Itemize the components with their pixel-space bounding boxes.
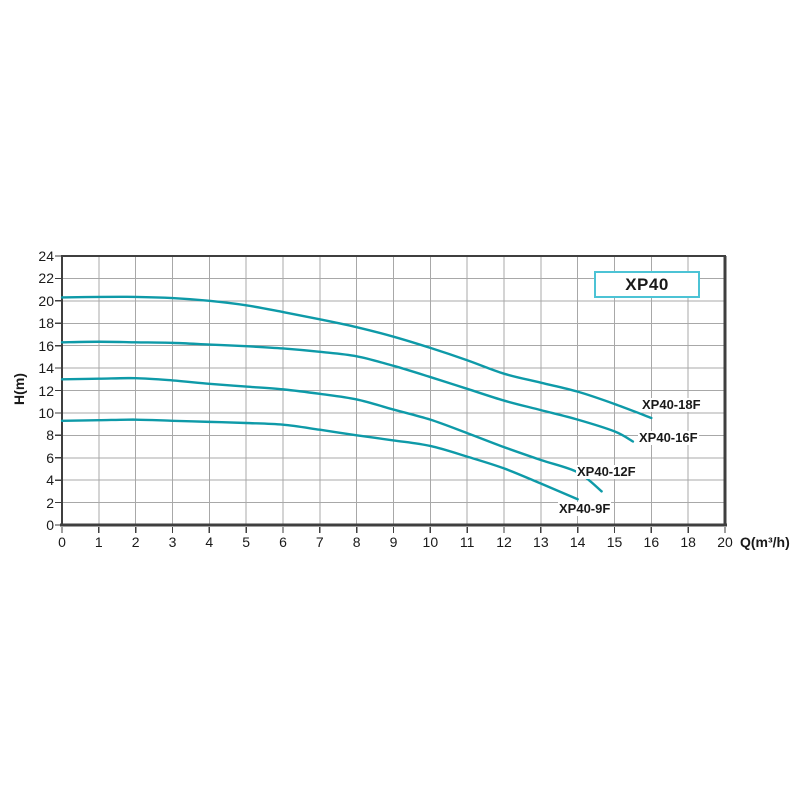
y-tick-label: 8 [46,427,54,444]
curve-label-XP40-12F: XP40-12F [576,464,637,479]
curve-XP40-16F [60,340,635,443]
x-tick-label: 4 [205,534,214,550]
y-tick-label: 16 [38,337,54,354]
x-tick-label: 18 [680,534,696,550]
y-tick-label: 14 [38,360,54,377]
x-tick-label: 15 [606,534,623,550]
y-tick-label: 4 [46,472,54,489]
x-tick-label: 0 [58,534,66,550]
x-tick-label: 1 [94,534,103,550]
y-tick-label: 20 [38,292,54,309]
x-tick-label: 6 [279,534,287,550]
curve-XP40-18F [60,295,653,420]
series-family-label: XP40 [625,274,669,294]
x-tick-label: 12 [496,534,512,550]
x-tick-label: 8 [352,534,361,550]
y-tick-label: 22 [38,270,54,287]
x-tick-label: 10 [422,534,439,550]
y-tick-label: 2 [46,494,54,511]
x-tick-label: 14 [569,534,586,550]
y-tick-label: 6 [46,449,54,466]
y-tick-label: 0 [46,517,54,533]
x-tick-label: 11 [459,534,475,550]
x-tick-label: 20 [717,534,733,550]
x-tick-label: 9 [389,534,398,550]
x-tick-label: 2 [131,534,140,550]
x-tick-label: 3 [168,534,177,550]
y-tick-label: 10 [38,404,54,421]
curve-label-XP40-16F: XP40-16F [638,430,699,445]
x-tick-label: 16 [643,534,660,550]
curve-label-XP40-18F: XP40-18F [641,397,702,412]
y-tick-label: 12 [38,382,54,399]
curve-XP40-9F [60,418,579,501]
y-tick-label: 24 [38,248,54,264]
curve-XP40-12F [60,376,603,493]
y-axis-title: H(m) [11,373,27,405]
x-axis-title: Q(m³/h) [740,534,790,550]
x-tick-label: 13 [533,534,549,550]
y-tick-label: 18 [38,315,54,332]
series-family-label-box: XP40 [594,271,700,298]
x-tick-label: 7 [315,534,324,550]
curve-label-XP40-9F: XP40-9F [558,501,612,516]
x-tick-label: 5 [242,534,251,550]
